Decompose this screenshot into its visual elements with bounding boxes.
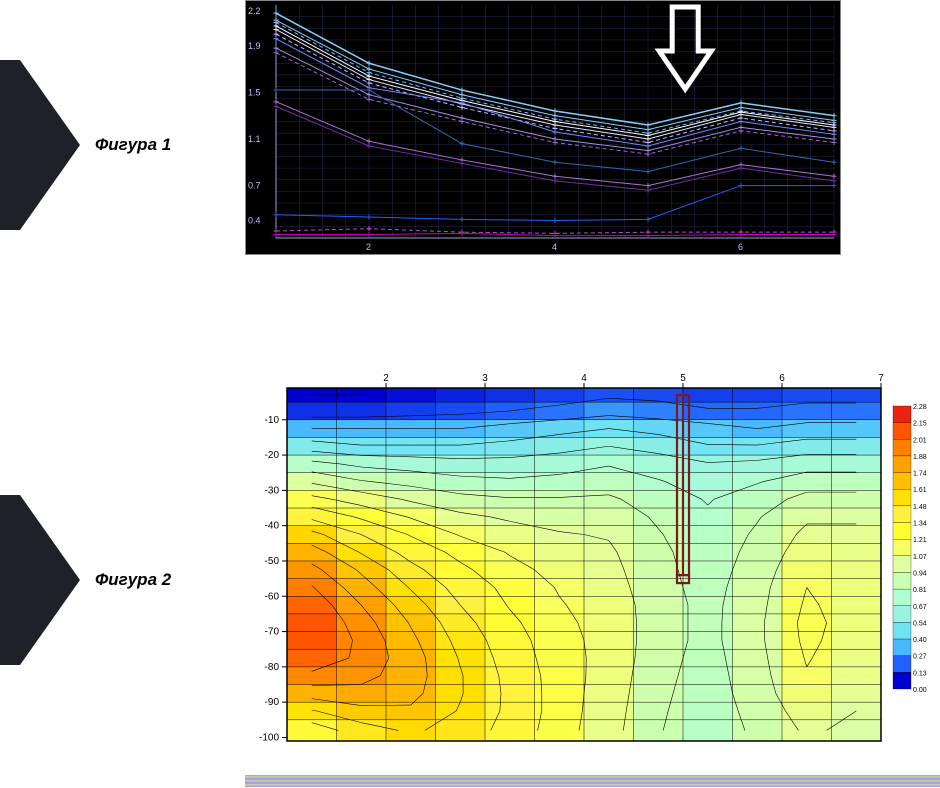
svg-text:-80: -80 bbox=[265, 662, 280, 673]
svg-text:1.48: 1.48 bbox=[913, 504, 927, 511]
svg-text:-40: -40 bbox=[265, 521, 280, 532]
svg-text:0.40: 0.40 bbox=[913, 637, 927, 644]
svg-text:1.9: 1.9 bbox=[248, 41, 261, 51]
svg-text:0.67: 0.67 bbox=[913, 604, 927, 611]
svg-text:0.7: 0.7 bbox=[248, 181, 261, 191]
svg-text:2: 2 bbox=[383, 373, 389, 384]
svg-text:-90: -90 bbox=[265, 697, 280, 708]
svg-text:2: 2 bbox=[366, 242, 371, 252]
svg-text:0.13: 0.13 bbox=[913, 670, 927, 677]
line-chart: 2.2 1.9 1.5 1.1 0.7 0.4 2 4 6 bbox=[245, 0, 841, 255]
svg-text:-100: -100 bbox=[259, 732, 279, 743]
svg-text:1.21: 1.21 bbox=[913, 537, 927, 544]
svg-text:1.61: 1.61 bbox=[913, 487, 927, 494]
svg-text:-20: -20 bbox=[265, 450, 280, 461]
svg-text:0.4: 0.4 bbox=[248, 216, 261, 226]
svg-text:0.27: 0.27 bbox=[913, 654, 927, 661]
svg-text:1.88: 1.88 bbox=[913, 454, 927, 461]
figure-2-label: Фигура 2 bbox=[95, 570, 171, 590]
svg-text:1.34: 1.34 bbox=[913, 521, 927, 528]
svg-text:6: 6 bbox=[779, 373, 785, 384]
svg-text:0.00: 0.00 bbox=[913, 687, 927, 694]
contour-map-svg: 2 3 4 5 6 7 -10 -20 -30 -40 -50 -60 -70 -80 -90 -100 2.2… bbox=[245, 370, 940, 745]
svg-text:1.74: 1.74 bbox=[913, 471, 927, 478]
contour-map: 2 3 4 5 6 7 -10 -20 -30 -40 -50 -60 -70 -80 -90 -100 2.2… bbox=[245, 370, 940, 745]
svg-text:0.94: 0.94 bbox=[913, 570, 927, 577]
svg-text:4: 4 bbox=[581, 373, 587, 384]
svg-text:-30: -30 bbox=[265, 485, 280, 496]
svg-text:-10: -10 bbox=[265, 415, 280, 426]
svg-text:7: 7 bbox=[878, 373, 884, 384]
decorative-noise-bar bbox=[245, 775, 940, 787]
svg-text:1.5: 1.5 bbox=[248, 87, 261, 97]
hex-shape bbox=[0, 495, 80, 665]
line-chart-svg: 2.2 1.9 1.5 1.1 0.7 0.4 2 4 6 bbox=[246, 1, 842, 256]
svg-text:0.54: 0.54 bbox=[913, 620, 927, 627]
svg-text:-70: -70 bbox=[265, 627, 280, 638]
svg-text:2.28: 2.28 bbox=[913, 404, 927, 411]
figure-1-label: Фигура 1 bbox=[95, 135, 171, 155]
svg-text:5: 5 bbox=[680, 373, 686, 384]
svg-text:2.01: 2.01 bbox=[913, 437, 927, 444]
svg-text:1.07: 1.07 bbox=[913, 554, 927, 561]
svg-text:-50: -50 bbox=[265, 556, 280, 567]
svg-text:4: 4 bbox=[552, 242, 557, 252]
svg-text:0.81: 0.81 bbox=[913, 587, 927, 594]
svg-text:3: 3 bbox=[482, 373, 488, 384]
hex-shape bbox=[0, 60, 80, 230]
svg-text:6: 6 bbox=[738, 242, 743, 252]
svg-text:2.15: 2.15 bbox=[913, 421, 927, 428]
svg-text:2.2: 2.2 bbox=[248, 6, 261, 16]
svg-text:-60: -60 bbox=[265, 591, 280, 602]
figure-1-label-block: Фигура 1 bbox=[0, 55, 200, 235]
svg-text:1.1: 1.1 bbox=[248, 134, 261, 144]
figure-2-label-block: Фигура 2 bbox=[0, 490, 200, 670]
